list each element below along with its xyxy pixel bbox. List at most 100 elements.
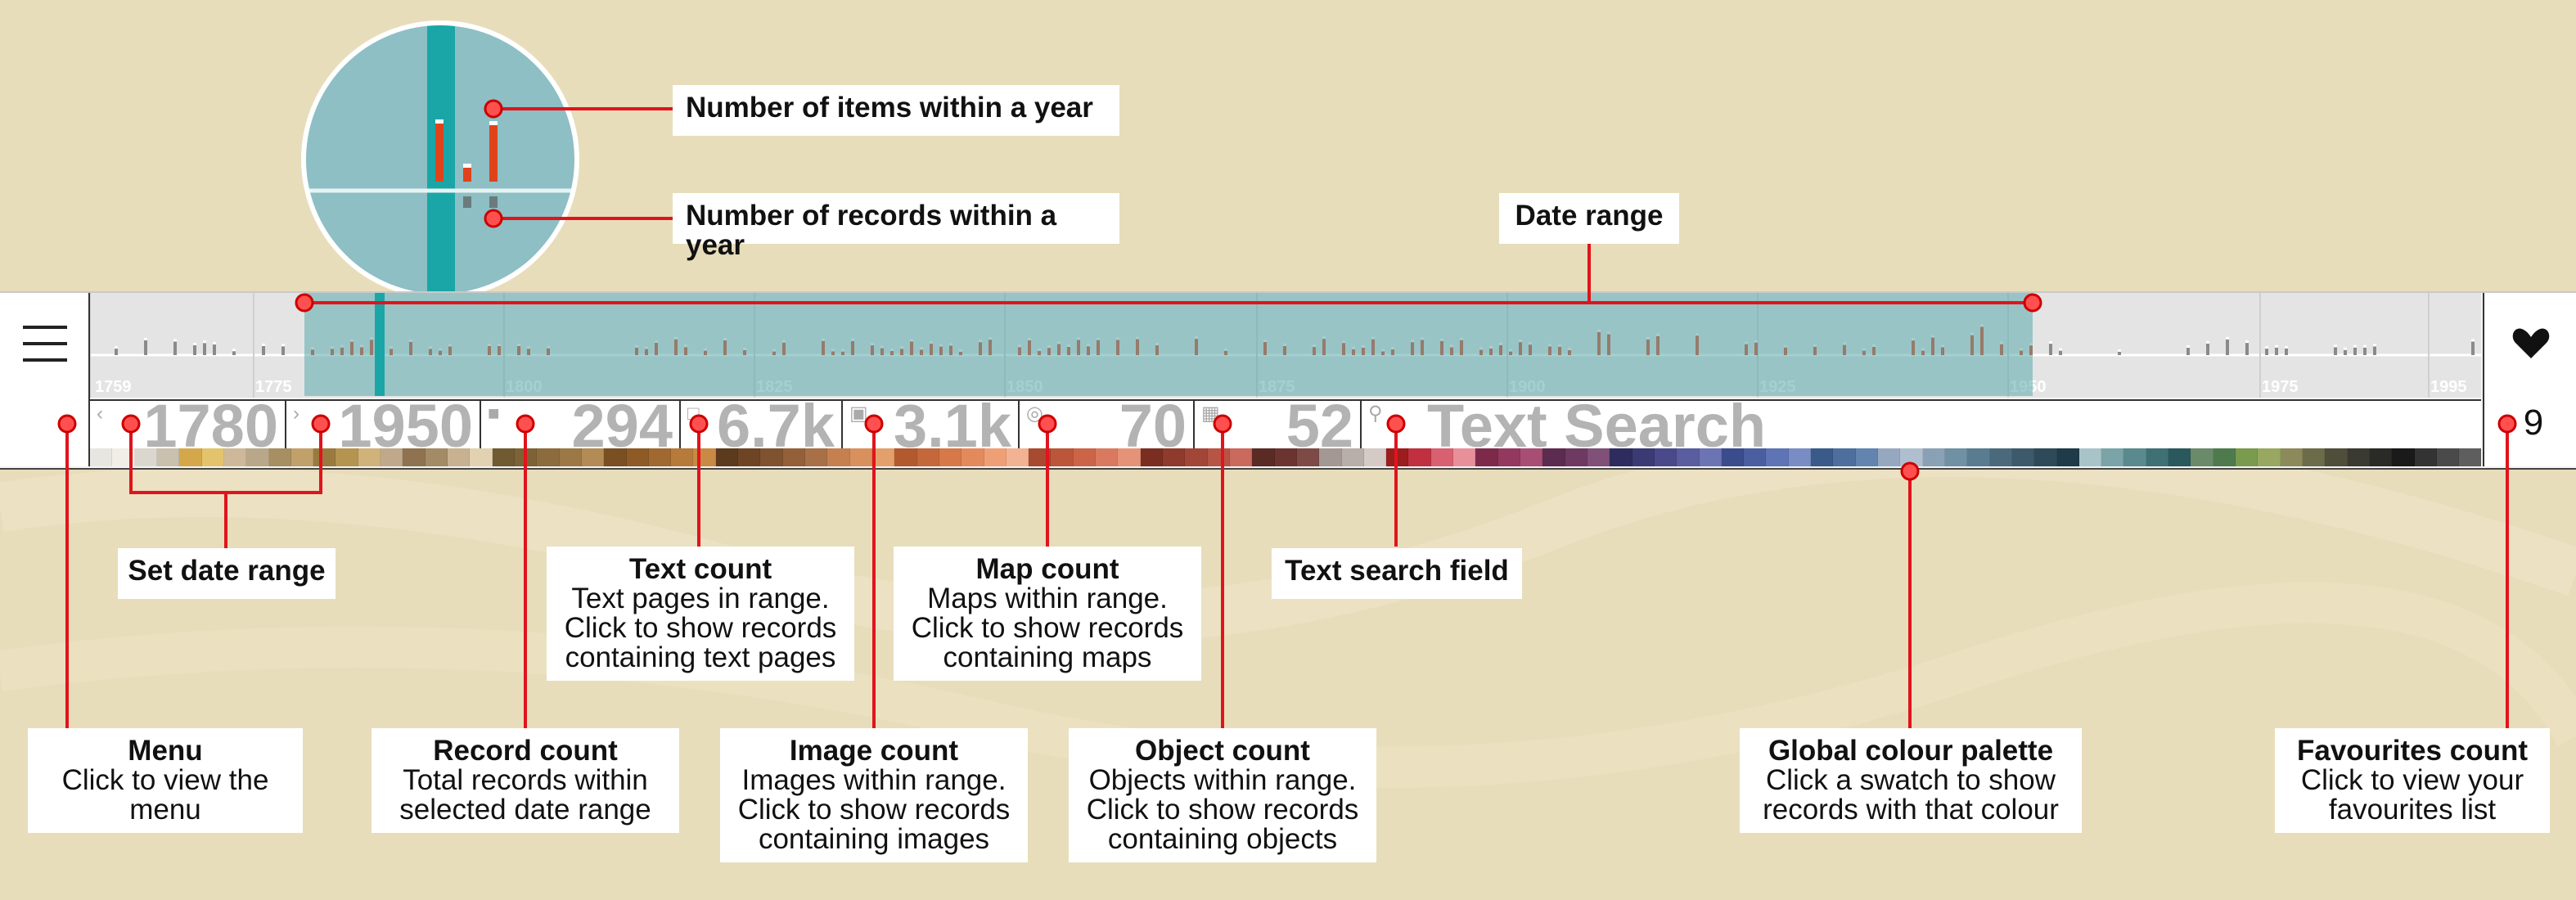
palette-swatch[interactable]: [2280, 448, 2303, 466]
palette-swatch[interactable]: [2146, 448, 2169, 466]
palette-swatch[interactable]: [871, 448, 895, 466]
menu-button[interactable]: [0, 293, 90, 466]
palette-swatch[interactable]: [648, 448, 672, 466]
palette-swatch[interactable]: [1296, 448, 1320, 466]
record-count-button[interactable]: ■ 294: [481, 401, 681, 450]
palette-swatch[interactable]: [2459, 448, 2482, 466]
palette-swatch[interactable]: [894, 448, 917, 466]
palette-swatch[interactable]: [1744, 448, 1767, 466]
palette-swatch[interactable]: [1632, 448, 1655, 466]
palette-swatch[interactable]: [201, 448, 224, 466]
palette-swatch[interactable]: [581, 448, 605, 466]
palette-swatch[interactable]: [1140, 448, 1163, 466]
palette-swatch[interactable]: [1654, 448, 1678, 466]
palette-swatch[interactable]: [2168, 448, 2191, 466]
palette-swatch[interactable]: [1363, 448, 1387, 466]
palette-swatch[interactable]: [671, 448, 694, 466]
palette-swatch[interactable]: [805, 448, 828, 466]
palette-swatch[interactable]: [425, 448, 448, 466]
palette-swatch[interactable]: [381, 448, 403, 466]
palette-swatch[interactable]: [626, 448, 649, 466]
palette-swatch[interactable]: [738, 448, 761, 466]
chevron-left-icon[interactable]: ‹: [97, 403, 103, 425]
map-count-button[interactable]: ◎ 70: [1020, 401, 1195, 450]
palette-swatch[interactable]: [2347, 448, 2370, 466]
palette-swatch[interactable]: [2236, 448, 2259, 466]
palette-swatch[interactable]: [470, 448, 493, 466]
palette-swatch[interactable]: [827, 448, 850, 466]
text-search-field[interactable]: ⚲ Text Search: [1362, 401, 2481, 450]
palette-swatch[interactable]: [2056, 448, 2079, 466]
palette-swatch[interactable]: [268, 448, 291, 466]
palette-swatch[interactable]: [448, 448, 471, 466]
palette-swatch[interactable]: [403, 448, 426, 466]
palette-swatch[interactable]: [1565, 448, 1587, 466]
palette-swatch[interactable]: [849, 448, 872, 466]
global-colour-palette[interactable]: [90, 448, 2482, 466]
palette-swatch[interactable]: [1989, 448, 2012, 466]
palette-swatch[interactable]: [1677, 448, 1700, 466]
palette-swatch[interactable]: [1096, 448, 1119, 466]
palette-swatch[interactable]: [1006, 448, 1029, 466]
favourites-button[interactable]: 9: [2483, 293, 2576, 466]
palette-swatch[interactable]: [1587, 448, 1610, 466]
palette-swatch[interactable]: [1922, 448, 1945, 466]
palette-swatch[interactable]: [1520, 448, 1543, 466]
palette-swatch[interactable]: [1833, 448, 1856, 466]
palette-swatch[interactable]: [223, 448, 247, 466]
palette-swatch[interactable]: [2011, 448, 2035, 466]
palette-swatch[interactable]: [760, 448, 783, 466]
palette-swatch[interactable]: [1699, 448, 1722, 466]
palette-swatch[interactable]: [939, 448, 962, 466]
palette-swatch[interactable]: [715, 448, 739, 466]
palette-swatch[interactable]: [1430, 448, 1454, 466]
palette-swatch[interactable]: [2369, 448, 2393, 466]
palette-swatch[interactable]: [984, 448, 1007, 466]
palette-swatch[interactable]: [179, 448, 202, 466]
palette-swatch[interactable]: [1475, 448, 1498, 466]
palette-swatch[interactable]: [2436, 448, 2460, 466]
palette-swatch[interactable]: [1319, 448, 1342, 466]
palette-swatch[interactable]: [2078, 448, 2102, 466]
palette-swatch[interactable]: [2101, 448, 2124, 466]
palette-swatch[interactable]: [1497, 448, 1520, 466]
palette-swatch[interactable]: [782, 448, 805, 466]
palette-swatch[interactable]: [1811, 448, 1834, 466]
palette-swatch[interactable]: [1944, 448, 1968, 466]
palette-swatch[interactable]: [1788, 448, 1812, 466]
palette-swatch[interactable]: [1855, 448, 1878, 466]
palette-swatch[interactable]: [1163, 448, 1186, 466]
palette-swatch[interactable]: [358, 448, 381, 466]
palette-swatch[interactable]: [537, 448, 560, 466]
palette-swatch[interactable]: [336, 448, 358, 466]
palette-swatch[interactable]: [1878, 448, 1901, 466]
palette-swatch[interactable]: [1185, 448, 1208, 466]
palette-swatch[interactable]: [1207, 448, 1230, 466]
palette-swatch[interactable]: [1900, 448, 1923, 466]
palette-swatch[interactable]: [1967, 448, 1990, 466]
text-count-button[interactable]: □ 6.7k: [681, 401, 843, 450]
palette-swatch[interactable]: [2123, 448, 2146, 466]
palette-swatch[interactable]: [1341, 448, 1364, 466]
palette-swatch[interactable]: [134, 448, 157, 466]
palette-swatch[interactable]: [156, 448, 180, 466]
palette-swatch[interactable]: [2414, 448, 2437, 466]
palette-swatch[interactable]: [2392, 448, 2415, 466]
palette-swatch[interactable]: [2034, 448, 2057, 466]
palette-swatch[interactable]: [1610, 448, 1633, 466]
palette-swatch[interactable]: [1274, 448, 1297, 466]
image-count-button[interactable]: ▣ 3.1k: [843, 401, 1020, 450]
chevron-right-icon[interactable]: ›: [293, 403, 299, 425]
palette-swatch[interactable]: [2258, 448, 2281, 466]
palette-swatch[interactable]: [90, 448, 113, 466]
palette-swatch[interactable]: [1073, 448, 1097, 466]
palette-swatch[interactable]: [1029, 448, 1052, 466]
palette-swatch[interactable]: [112, 448, 135, 466]
palette-swatch[interactable]: [1766, 448, 1789, 466]
palette-swatch[interactable]: [1408, 448, 1431, 466]
palette-swatch[interactable]: [1229, 448, 1253, 466]
date-from-field[interactable]: ‹ 1780: [90, 401, 286, 450]
palette-swatch[interactable]: [1252, 448, 1275, 466]
palette-swatch[interactable]: [604, 448, 627, 466]
date-to-field[interactable]: › 1950: [286, 401, 481, 450]
